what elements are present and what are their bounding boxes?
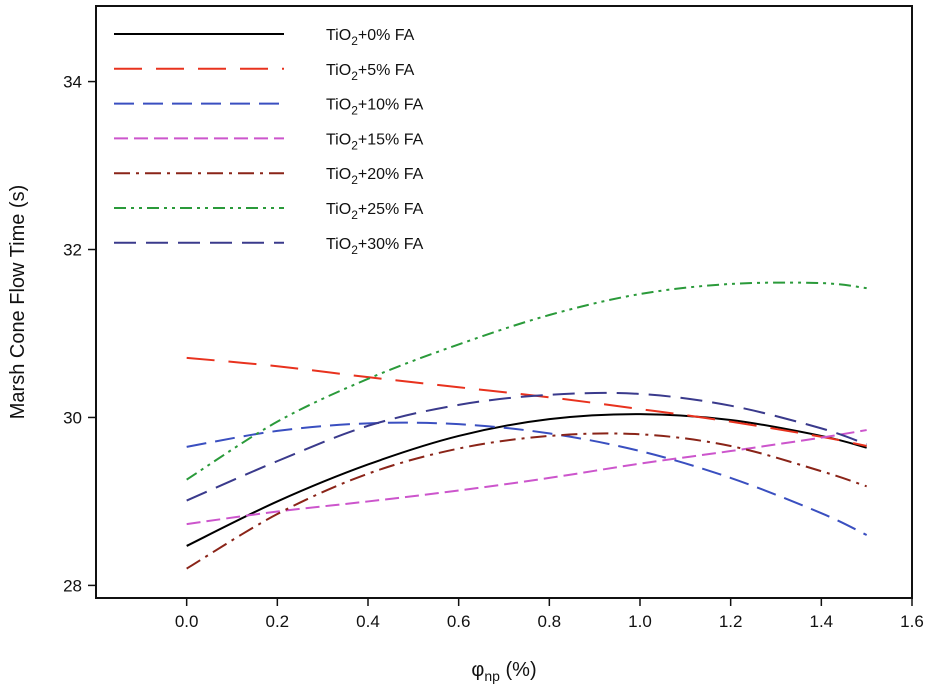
legend-label-suffix: +20% FA	[358, 166, 424, 183]
legend-label-3: TiO2+15% FA	[326, 131, 424, 152]
legend-label-2: TiO2+10% FA	[326, 97, 424, 118]
y-tick-label: 28	[63, 576, 82, 595]
series-layer	[186, 281, 868, 570]
x-tick-label: 1.2	[719, 612, 743, 631]
x-tick-label: 0.0	[175, 612, 199, 631]
x-tick-label: 0.8	[538, 612, 562, 631]
series-line-2	[186, 421, 868, 536]
series-line-1	[186, 356, 867, 447]
legend-label-1: TiO2+5% FA	[326, 62, 415, 83]
legend-label-prefix: TiO	[326, 166, 351, 183]
legend-label-prefix: TiO	[326, 131, 351, 148]
series-line-0	[186, 413, 867, 547]
x-tick-label: 0.6	[447, 612, 471, 631]
legend-label-subscript: 2	[351, 69, 358, 83]
series-line-5	[186, 281, 867, 481]
legend-label-subscript: 2	[351, 208, 358, 222]
legend-label-subscript: 2	[351, 34, 358, 48]
y-tick-label: 34	[63, 73, 82, 92]
series-line-3	[186, 429, 867, 526]
y-tick-label: 30	[63, 408, 82, 427]
x-axis-title: φnp (%)	[471, 659, 536, 684]
plot-area-frame	[95, 5, 913, 599]
x-tick-label: 1.4	[810, 612, 834, 631]
legend-label-suffix: +30% FA	[358, 236, 424, 253]
x-axis-title-subscript: np	[484, 668, 500, 684]
x-tick-label: 1.6	[900, 612, 924, 631]
legend-label-suffix: +5% FA	[358, 62, 415, 79]
legend-label-suffix: +25% FA	[358, 201, 424, 218]
legend-label-subscript: 2	[351, 104, 358, 118]
legend-label-suffix: +0% FA	[358, 27, 415, 44]
x-tick-label: 0.4	[356, 612, 380, 631]
x-axis-title-unit: (%)	[500, 659, 537, 681]
x-tick-label: 0.2	[266, 612, 290, 631]
legend-label-subscript: 2	[351, 243, 358, 257]
legend-label-4: TiO2+20% FA	[326, 166, 424, 187]
axis-ticks: 0.0 0.2 0.4 0.6 0.8 1.0 1.2 1.4 1.6 28 30 32 34	[63, 73, 924, 631]
legend-label-suffix: +10% FA	[358, 97, 424, 114]
y-tick-label: 32	[63, 241, 82, 260]
legend-label-prefix: TiO	[326, 236, 351, 253]
legend-label-prefix: TiO	[326, 97, 351, 114]
legend-label-subscript: 2	[351, 138, 358, 152]
y-axis-title: Marsh Cone Flow Time (s)	[7, 185, 29, 420]
x-axis-title-symbol: φ	[471, 659, 484, 681]
legend-label-0: TiO2+0% FA	[326, 27, 415, 48]
legend-label-5: TiO2+25% FA	[326, 201, 424, 222]
series-line-6	[186, 391, 867, 502]
legend-label-subscript: 2	[351, 173, 358, 187]
legend-label-prefix: TiO	[326, 62, 351, 79]
legend-label-6: TiO2+30% FA	[326, 236, 424, 257]
legend-label-prefix: TiO	[326, 27, 351, 44]
series-line-4	[186, 432, 867, 570]
x-tick-label: 1.0	[628, 612, 652, 631]
legend-label-suffix: +15% FA	[358, 131, 424, 148]
legend-label-prefix: TiO	[326, 201, 351, 218]
